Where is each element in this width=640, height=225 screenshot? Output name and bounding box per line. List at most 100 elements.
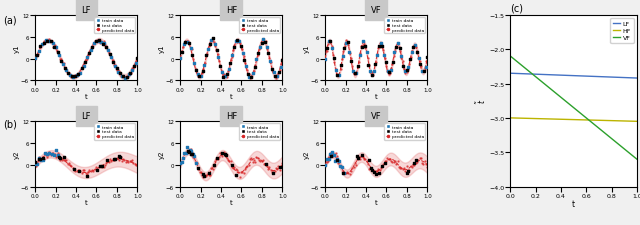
Point: [91, 165, 101, 169]
Point: [183, 149, 193, 153]
Point: [421, 60, 431, 64]
Point: [184, 150, 194, 153]
Point: [207, 167, 218, 171]
Point: [132, 56, 143, 60]
Point: [79, 62, 90, 65]
Point: [326, 154, 337, 158]
Point: [218, 74, 228, 78]
Point: [213, 56, 223, 60]
Point: [327, 151, 337, 154]
Point: [218, 75, 228, 79]
Point: [182, 40, 192, 44]
Point: [259, 41, 269, 45]
Point: [413, 57, 424, 60]
Point: [326, 45, 337, 48]
Point: [230, 168, 241, 171]
Point: [206, 167, 216, 170]
Point: [416, 157, 426, 160]
Point: [342, 41, 353, 45]
Title: LF: LF: [81, 112, 91, 121]
Point: [225, 160, 236, 163]
Point: [248, 72, 258, 75]
Point: [35, 158, 45, 161]
Point: [223, 68, 234, 72]
Legend: LF, HF, VF: LF, HF, VF: [611, 19, 634, 44]
Point: [30, 57, 40, 61]
Point: [186, 152, 196, 156]
Point: [119, 76, 129, 80]
LF: [633, 77, 640, 80]
Point: [83, 170, 93, 174]
Point: [268, 170, 278, 174]
Point: [54, 155, 64, 159]
Point: [194, 75, 204, 79]
Legend: train data, test data, predicted data: train data, test data, predicted data: [385, 18, 425, 34]
Point: [91, 40, 101, 43]
LF: [531, 73, 538, 76]
Point: [51, 149, 61, 153]
Point: [250, 64, 260, 68]
Point: [228, 46, 239, 50]
Point: [273, 164, 284, 168]
Point: [205, 44, 215, 47]
Point: [184, 42, 194, 46]
Point: [252, 155, 262, 159]
Point: [189, 63, 200, 66]
Point: [378, 162, 388, 166]
Point: [104, 53, 115, 57]
Point: [186, 147, 196, 151]
Point: [419, 70, 429, 74]
Point: [320, 163, 330, 166]
Point: [49, 153, 60, 156]
Point: [209, 164, 219, 168]
Point: [220, 153, 230, 157]
Point: [123, 160, 133, 164]
Point: [123, 75, 133, 79]
Point: [127, 159, 137, 162]
Point: [128, 161, 138, 165]
Point: [35, 46, 45, 50]
Point: [350, 73, 360, 77]
Point: [177, 161, 187, 164]
Point: [97, 41, 108, 44]
Point: [248, 161, 258, 164]
Point: [337, 55, 348, 59]
Point: [187, 48, 197, 52]
Point: [60, 158, 70, 162]
Point: [86, 49, 96, 52]
Point: [369, 171, 379, 174]
Point: [115, 155, 125, 159]
Point: [77, 171, 87, 175]
Point: [48, 151, 58, 155]
Point: [374, 171, 384, 175]
Point: [417, 70, 428, 73]
Point: [382, 157, 392, 160]
Point: [263, 52, 273, 55]
Point: [264, 57, 275, 60]
Point: [189, 62, 199, 66]
Point: [65, 74, 76, 77]
Point: [335, 164, 346, 168]
Point: [356, 46, 367, 50]
Point: [245, 77, 255, 81]
Point: [349, 72, 360, 75]
Point: [188, 54, 198, 58]
Point: [78, 168, 88, 172]
Point: [45, 40, 56, 43]
Point: [320, 59, 330, 63]
Point: [200, 62, 210, 65]
Point: [398, 65, 408, 69]
Point: [186, 47, 196, 51]
Point: [79, 65, 89, 68]
Point: [81, 59, 91, 63]
Point: [250, 160, 260, 164]
Point: [125, 71, 136, 75]
Point: [186, 47, 196, 50]
Point: [401, 165, 412, 168]
Point: [109, 65, 120, 69]
Point: [388, 55, 399, 58]
Point: [332, 155, 342, 159]
Point: [404, 63, 414, 67]
Point: [230, 40, 241, 43]
Point: [391, 46, 401, 50]
